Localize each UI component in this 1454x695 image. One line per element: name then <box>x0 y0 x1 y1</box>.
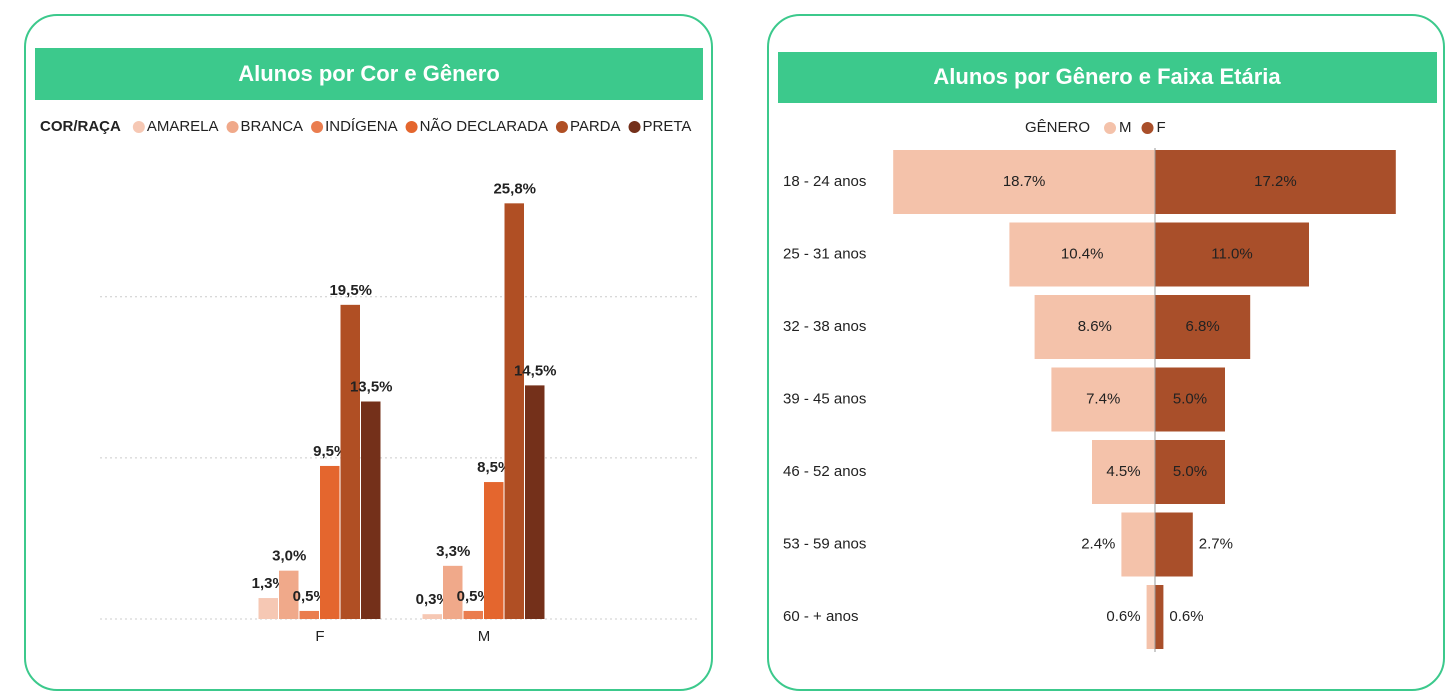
value-label: 11.0% <box>1211 245 1252 262</box>
bar <box>258 598 278 619</box>
legend-marker <box>555 121 568 133</box>
value-label: 14,5% <box>514 362 557 379</box>
bar <box>340 304 360 619</box>
legend-marker <box>1141 122 1154 134</box>
chart-title: Alunos por Cor e Gênero <box>238 61 500 86</box>
bar <box>299 610 319 619</box>
value-label: 25,8% <box>493 180 536 197</box>
bar <box>893 150 1155 214</box>
value-label: 8.6% <box>1078 318 1112 335</box>
bar <box>1034 295 1155 359</box>
y-tick-label: 53 - 59 anos <box>783 535 866 552</box>
bar <box>1155 295 1251 359</box>
value-label: 10.4% <box>1061 245 1104 262</box>
bar <box>1155 440 1225 504</box>
bar <box>1121 512 1155 577</box>
value-label: 8,5% <box>477 459 511 476</box>
value-label: 4.5% <box>1106 463 1140 480</box>
value-label: 19,5% <box>329 282 372 299</box>
bar <box>361 401 381 619</box>
bar <box>443 565 463 619</box>
y-tick-label: 32 - 38 anos <box>783 318 866 335</box>
bar <box>422 614 442 619</box>
legend-title: GÊNERO <box>1025 119 1090 136</box>
y-tick-label: 39 - 45 anos <box>783 390 866 407</box>
title-bar <box>778 52 1437 103</box>
value-label: 1,3% <box>252 575 286 592</box>
bar <box>1009 222 1155 287</box>
bar <box>1051 367 1155 432</box>
x-tick-label: F <box>315 628 324 645</box>
legend-marker <box>405 121 418 133</box>
y-tick-label: 60 - + anos <box>783 608 858 625</box>
legend-marker <box>628 121 641 133</box>
value-label: 17.2% <box>1254 173 1297 190</box>
bar <box>463 610 483 619</box>
bar <box>279 570 299 619</box>
legend-marker <box>226 121 239 133</box>
bar <box>1155 367 1225 432</box>
legend-label: AMARELA <box>147 118 219 135</box>
title-bar <box>35 48 703 100</box>
legend-label: NÃO DECLARADA <box>420 118 548 135</box>
legend-label: F <box>1157 119 1166 136</box>
bar <box>525 385 545 619</box>
x-tick-label: M <box>478 628 491 645</box>
bar <box>1155 585 1164 649</box>
value-label: 9,5% <box>313 443 347 460</box>
value-label: 3,0% <box>272 548 306 565</box>
legend-label: BRANCA <box>241 118 304 135</box>
value-label: 0,5% <box>293 588 327 605</box>
legend-marker <box>311 121 324 133</box>
value-label: 7.4% <box>1086 390 1120 407</box>
legend-label: PARDA <box>570 118 621 135</box>
value-label: 13,5% <box>350 378 393 395</box>
legend-marker <box>1104 122 1117 134</box>
y-tick-label: 25 - 31 anos <box>783 245 866 262</box>
value-label: 18.7% <box>1003 173 1046 190</box>
bar <box>1146 585 1155 649</box>
bar <box>1155 512 1193 577</box>
chart-title: Alunos por Gênero e Faixa Etária <box>933 64 1281 89</box>
bar <box>320 465 340 619</box>
value-label: 0,3% <box>416 591 450 608</box>
value-label: 3,3% <box>436 543 470 560</box>
value-label: 5.0% <box>1173 463 1207 480</box>
legend-label: INDÍGENA <box>325 118 398 135</box>
value-label: 6.8% <box>1185 318 1219 335</box>
legend-label: PRETA <box>643 118 692 135</box>
y-tick-label: 46 - 52 anos <box>783 463 866 480</box>
bar <box>1155 150 1396 214</box>
value-label: 0,5% <box>457 588 491 605</box>
legend-label: M <box>1119 119 1132 136</box>
value-label: 2.7% <box>1199 535 1233 552</box>
bar <box>1155 222 1309 287</box>
legend-title: COR/RAÇA <box>40 118 121 135</box>
value-label: 2.4% <box>1081 535 1115 552</box>
value-label: 0.6% <box>1169 608 1203 625</box>
bar <box>504 203 524 620</box>
value-label: 5.0% <box>1173 390 1207 407</box>
bar <box>1092 440 1155 504</box>
value-label: 0.6% <box>1106 608 1140 625</box>
legend-marker <box>132 121 145 133</box>
y-tick-label: 18 - 24 anos <box>783 173 866 190</box>
bar <box>484 482 504 619</box>
